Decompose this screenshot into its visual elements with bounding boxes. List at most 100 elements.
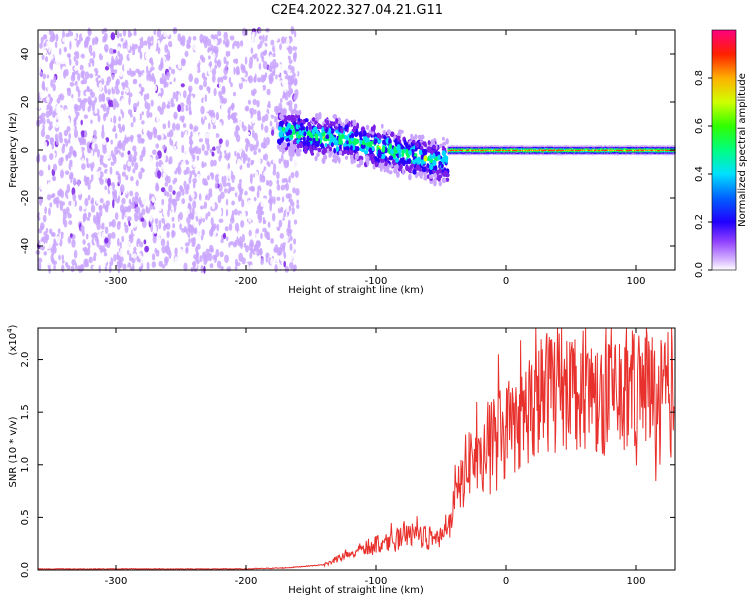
heatmap-cell [605,149,608,151]
heatmap-cell [619,152,622,154]
heatmap-cell [138,171,143,180]
heatmap-cell [517,148,520,150]
heatmap-cell [164,44,169,53]
heatmap-cell [503,152,505,154]
heatmap-cell [521,149,523,152]
heatmap-cell [109,251,113,257]
heatmap-cell [42,214,47,223]
heatmap-cell [635,149,638,152]
heatmap-cell [110,238,114,244]
heatmap-cell [114,146,119,155]
heatmap-cell [493,147,496,149]
heatmap-cell [521,150,523,153]
heatmap-cell [528,151,531,153]
heatmap-cell [249,143,255,152]
heatmap-cell [483,148,486,150]
heatmap-cell [345,136,349,141]
heatmap-cell [234,150,237,157]
heatmap-cell [616,150,619,153]
heatmap-cell [127,32,133,37]
heatmap-cell [481,148,483,150]
heatmap-cell [269,203,273,212]
heatmap-cell [284,142,287,148]
heatmap-cell [172,223,176,229]
heatmap-cell [84,227,89,234]
heatmap-cell [629,151,632,153]
heatmap-cell [418,172,423,177]
heatmap-cell [472,150,474,153]
heatmap-cell [537,148,540,150]
heatmap-cell [155,182,159,191]
heatmap-cell [453,145,455,148]
heatmap-cell [590,146,592,148]
heatmap-cell [495,151,498,153]
heatmap-cell [452,146,454,149]
heatmap-cell [225,154,230,161]
heatmap-cell [149,241,154,250]
heatmap-cell [199,205,205,210]
heatmap-cell [570,145,572,148]
heatmap-cell [577,147,580,149]
heatmap-cell [40,36,44,44]
heatmap-cell [239,168,244,177]
heatmap-cell [302,140,307,146]
heatmap-cell [586,147,589,149]
heatmap-cell [251,37,255,42]
heatmap-cell [546,153,549,156]
heatmap-cell [86,216,90,221]
heatmap-cell [116,189,122,198]
heatmap-cell [197,147,202,155]
heatmap-cell [46,194,52,201]
heatmap-cell [119,126,123,133]
heatmap-cell [637,145,640,148]
heatmap-cell [62,37,67,43]
heatmap-cell [284,79,289,84]
heatmap-cell [120,152,125,158]
heatmap-cell [552,146,554,149]
heatmap-cell [641,153,643,155]
heatmap-cell [456,148,459,150]
heatmap-cell [493,152,496,154]
heatmap-cell [624,149,626,152]
heatmap-cell [630,149,632,151]
heatmap-cell [235,89,241,95]
heatmap-cell [598,149,601,152]
heatmap-cell [466,146,469,148]
heatmap-cell [245,143,249,152]
heatmap-cell [526,152,529,154]
heatmap-cell [562,150,564,153]
heatmap-cell [143,239,147,245]
heatmap-cell [258,84,264,93]
heatmap-cell [516,150,519,152]
heatmap-cell [354,138,359,145]
heatmap-cell [583,153,585,155]
heatmap-cell [188,140,194,145]
heatmap-cell [335,118,339,124]
heatmap-cell [108,57,111,65]
heatmap-cell [175,90,179,96]
heatmap-cell [225,208,229,217]
heatmap-cell [531,145,533,148]
heatmap-cell [152,116,157,124]
heatmap-cell [176,46,180,53]
heatmap-cell [99,154,103,163]
heatmap-cell [75,210,79,218]
heatmap-cell [133,173,138,182]
heatmap-cell [262,34,265,43]
heatmap-cell [69,97,74,106]
heatmap-cell [458,148,460,150]
heatmap-cell [211,74,216,83]
heatmap-cell [274,189,279,197]
heatmap-cell [180,70,186,76]
heatmap-cell [344,155,349,160]
heatmap-cell [556,149,559,152]
heatmap-cell [625,145,627,147]
heatmap-cell [575,145,578,148]
heatmap-cell [610,152,612,154]
heatmap-cell [260,232,263,240]
heatmap-cell [242,157,246,165]
heatmap-cell [423,175,428,181]
heatmap-cell [495,147,498,149]
heatmap-cell [48,41,53,46]
heatmap-cell [476,147,479,149]
